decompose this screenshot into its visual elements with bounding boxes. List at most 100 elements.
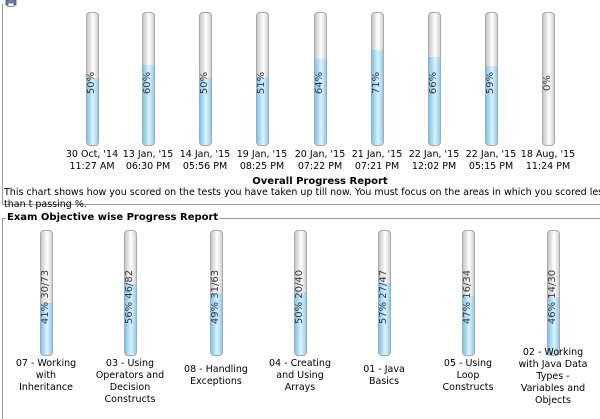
objective-name-line: 07 - Working [15,358,77,369]
objective-name-label: 07 - Working with Inheritance [1,358,91,394]
objective-score-bar: 41% 30/73 [39,230,53,356]
objective-name-line: with [35,370,57,381]
objective-name-line: Inheritance [19,382,73,393]
objective-score-bar: 56% 46/82 [123,230,137,356]
test-date-label: 14 Jan, '15 05:56 PM [165,149,245,173]
test-score-bar: 64% [313,12,327,146]
objective-name-line: 08 - Handling [184,364,248,375]
test-time: 07:22 PM [297,161,343,172]
test-date: 13 Jan, '15 [122,149,174,160]
objective-name-line: Types - [536,371,570,382]
objective-name-label: 08 - Handling Exceptions [171,364,261,388]
test-score-bar: 59% [484,12,498,146]
test-score-bar-label: 71% [371,71,383,94]
test-date-label: 19 Jan, '15 08:25 PM [222,149,302,173]
test-score-bar: 50% [85,12,99,146]
objective-progress-fieldset [2,218,600,419]
objective-score-bar-fill [547,297,559,355]
test-time: 11:27 AM [69,161,115,172]
objective-name-label: 03 - Using Operators and Decision Construct… [85,358,175,406]
test-score-bar: 51% [255,12,269,146]
test-date: 18 Aug, '15 [520,149,576,160]
test-date-label: 20 Jan, '15 07:22 PM [280,149,360,173]
test-score-bar-label: 60% [142,71,154,94]
test-score-bar-label: 59% [485,71,497,94]
objective-name-line: 03 - Using [105,358,155,369]
test-time: 05:56 PM [182,161,228,172]
test-date: 21 Jan, '15 [351,149,403,160]
test-date: 19 Jan, '15 [236,149,288,160]
objective-name-label: 04 - Creating and Using Arrays [255,358,345,394]
test-score-bar-label: 51% [256,71,268,94]
objective-score-bar-label: 50% 20/40 [294,269,306,324]
objective-score-bar-fill [378,283,390,355]
objective-name-line: Loop [456,370,480,381]
test-score-bar: 60% [141,12,155,146]
test-date: 30 Oct, '14 [65,149,119,160]
objective-score-bar-label: 41% 30/73 [40,269,52,324]
objective-score-bar: 46% 14/30 [546,230,560,356]
test-score-bar-label: 50% [199,71,211,94]
objective-name-label: 01 - Java Basics [339,364,429,388]
test-date-label: 22 Jan, '15 05:15 PM [451,149,531,173]
objective-score-bar: 47% 16/34 [461,230,475,356]
test-date: 22 Jan, '15 [465,149,517,160]
objective-score-bar-fill [462,295,474,355]
objective-name-line: 04 - Creating [269,358,331,369]
objective-score-bar-label: 57% 27/47 [378,269,390,324]
test-date: 20 Jan, '15 [294,149,346,160]
test-time: 07:21 PM [354,161,400,172]
print-icon[interactable] [5,0,17,7]
objective-progress-legend: Exam Objective wise Progress Report [6,212,220,223]
test-date-label: 18 Aug, '15 11:24 PM [508,149,588,173]
objective-name-line: 01 - Java [363,364,405,375]
overall-progress-panel [2,4,600,205]
test-score-bar-label: 66% [428,71,440,94]
objective-name-line: Variables and [520,383,586,394]
objective-name-label: 02 - Working with Java Data Types - Variabl… [508,347,598,407]
test-date-label: 30 Oct, '14 11:27 AM [52,149,132,173]
objective-score-bar-label: 49% 31/63 [210,269,222,324]
objective-name-line: Constructs [104,394,156,405]
objective-name-line: Decision [109,382,151,393]
test-score-bar-fill [485,65,497,145]
test-score-bar-label: 64% [314,71,326,94]
test-time: 12:02 PM [411,161,457,172]
objective-name-line: 05 - Using [443,358,493,369]
objective-name-line: Operators and [95,370,165,381]
test-score-bar-fill [86,78,98,145]
test-date-label: 22 Jan, '15 12:02 PM [394,149,474,173]
objective-name-line: Constructs [442,382,494,393]
objective-name-line: Arrays [284,382,316,393]
objective-name-line: Basics [368,376,400,387]
objective-score-bar-fill [294,292,306,355]
test-score-bar-fill [371,49,383,145]
test-time: 06:30 PM [125,161,171,172]
test-date: 22 Jan, '15 [408,149,460,160]
test-score-bar: 50% [198,12,212,146]
test-score-bar: 66% [427,12,441,146]
objective-score-bar-label: 46% 14/30 [547,269,559,324]
objective-score-bar-fill [40,303,52,355]
objective-name-line: Exceptions [190,376,242,387]
objective-score-bar: 57% 27/47 [377,230,391,356]
objective-name-line: Objects [535,395,571,406]
test-time: 11:24 PM [525,161,571,172]
objective-name-line: with Java Data [518,359,588,370]
overall-progress-title: Overall Progress Report [252,176,388,187]
objective-name-label: 05 - Using Loop Constructs [423,358,513,394]
objective-score-bar-label: 56% 46/82 [124,269,136,324]
test-score-bar-label: 50% [86,71,98,94]
objective-score-bar: 49% 31/63 [209,230,223,356]
test-score-bar: 71% [370,12,384,146]
test-score-bar-fill [256,76,268,145]
test-date-label: 13 Jan, '15 06:30 PM [108,149,188,173]
objective-score-bar: 50% 20/40 [293,230,307,356]
objective-name-line: 02 - Working [522,347,584,358]
test-score-bar-fill [142,64,154,145]
test-time: 05:15 PM [468,161,514,172]
test-time: 08:25 PM [239,161,285,172]
objective-name-line: and Using [276,370,324,381]
test-date: 14 Jan, '15 [179,149,231,160]
test-score-bar-label: 0% [542,74,554,91]
